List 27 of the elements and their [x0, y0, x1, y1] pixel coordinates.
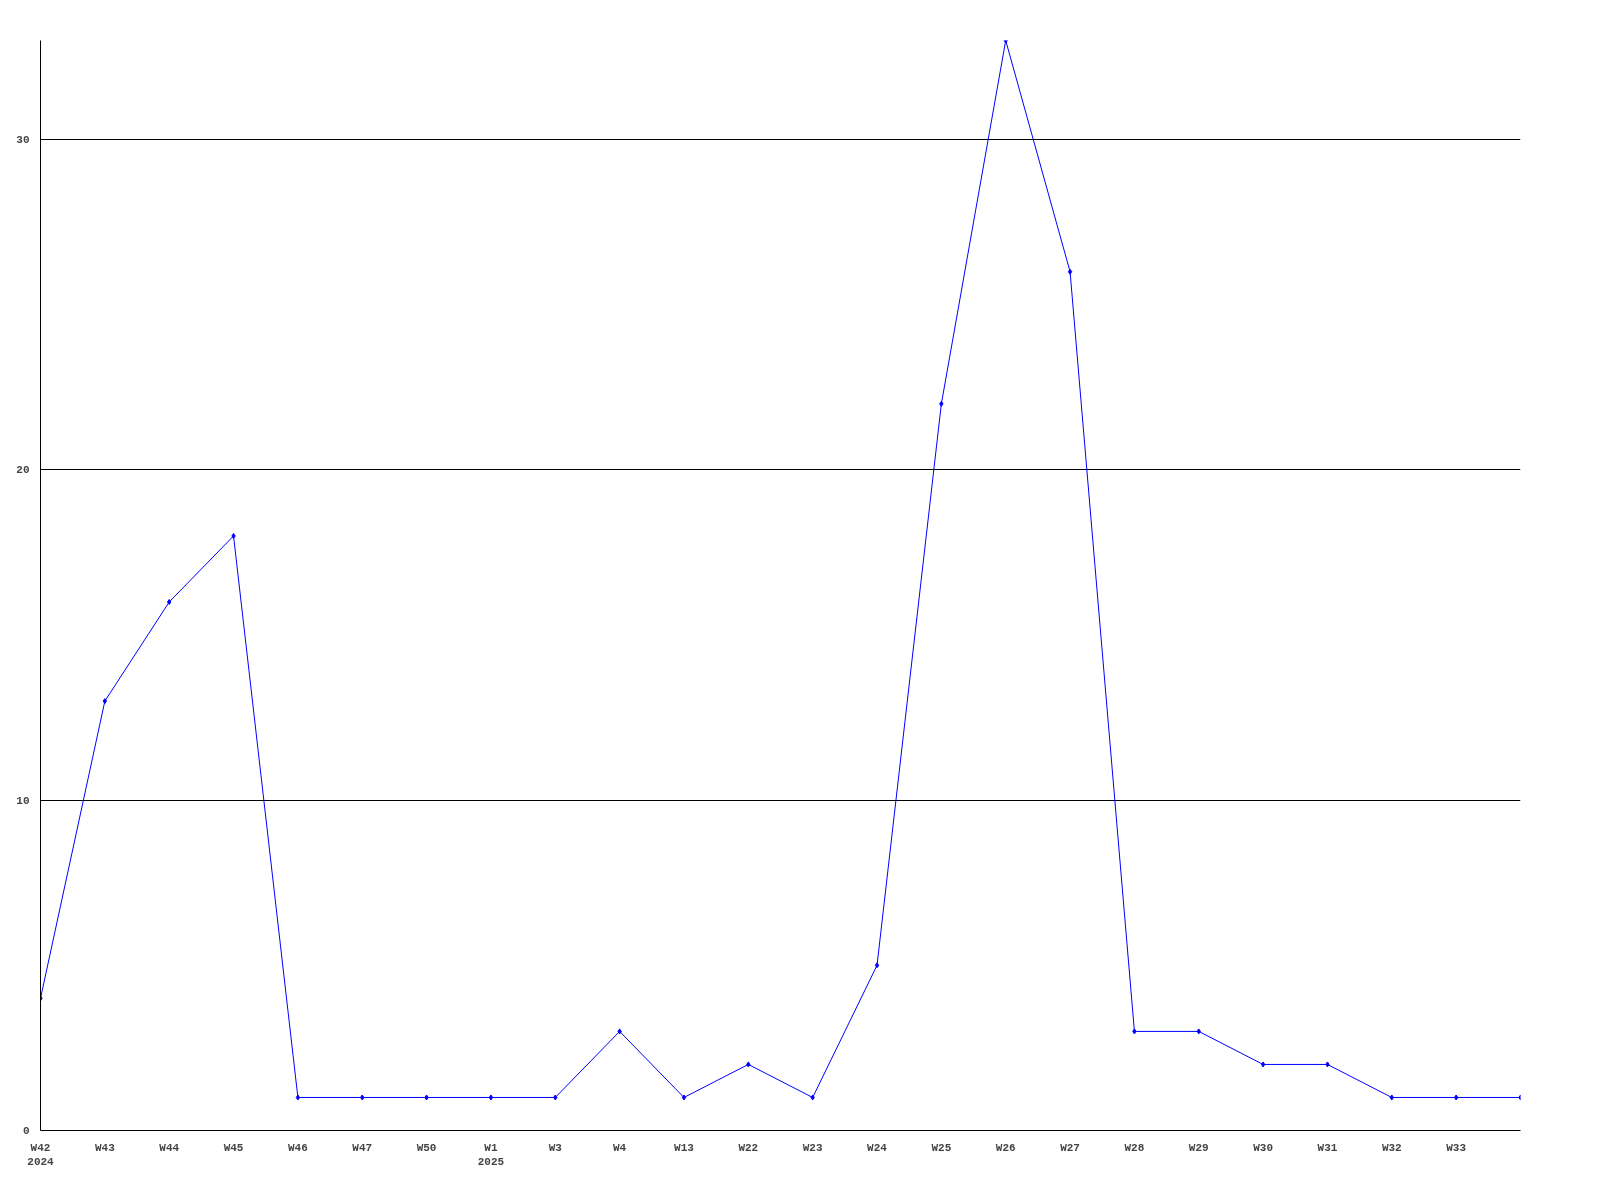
y-tick-label: 20	[16, 464, 30, 477]
y-tick-label: 10	[16, 794, 30, 807]
x-tick-label: W44	[159, 1141, 180, 1154]
x-tick-label: W4	[613, 1141, 627, 1154]
y-tick-label: 0	[22, 1125, 30, 1137]
x-tick-label: W29	[1188, 1141, 1209, 1154]
x-tick-label: W13	[674, 1141, 695, 1154]
y-tick-label: 30	[16, 134, 30, 147]
x-tick-label: W43	[94, 1141, 116, 1154]
x-tick-label: W31	[1317, 1141, 1338, 1154]
x-tick-label: W26	[995, 1141, 1016, 1154]
x-tick-label: W30	[1253, 1141, 1274, 1154]
x-tick-label: W22	[738, 1141, 759, 1154]
x-tick-label: W50	[416, 1141, 437, 1154]
x-tick-label: W42 2024	[27, 1141, 55, 1168]
x-tick-label: W28	[1124, 1141, 1145, 1154]
x-tick-label: W24	[867, 1141, 888, 1154]
x-tick-label: W27	[1060, 1141, 1080, 1154]
x-tick-label: W3	[548, 1141, 563, 1154]
x-tick-label: W32	[1381, 1141, 1402, 1154]
x-tick-label: W25	[931, 1141, 952, 1154]
x-tick-label: W1 2025	[477, 1141, 505, 1168]
x-tick-label: W23	[802, 1141, 823, 1154]
x-tick-label: W46	[287, 1141, 308, 1154]
x-tick-label: W47	[352, 1141, 373, 1154]
x-tick-label: W45	[223, 1141, 244, 1154]
x-tick-label: W33	[1446, 1141, 1467, 1154]
